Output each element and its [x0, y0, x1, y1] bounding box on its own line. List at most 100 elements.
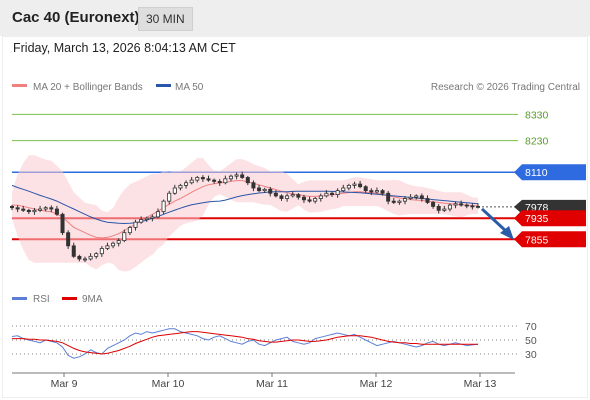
candle	[341, 184, 346, 193]
candle	[414, 194, 419, 200]
candle	[301, 194, 306, 203]
candle	[77, 254, 82, 262]
candle-body	[111, 242, 116, 247]
candle-body	[470, 205, 475, 208]
rsi-tick-50: 50	[525, 335, 537, 347]
candle-body	[279, 195, 284, 199]
candle	[318, 193, 323, 202]
candle-body	[245, 177, 250, 184]
candle	[475, 203, 480, 209]
candle	[54, 205, 59, 216]
candle	[116, 238, 121, 247]
candle	[139, 216, 144, 224]
candle-body	[397, 200, 402, 203]
candle-body	[431, 202, 436, 207]
candle	[88, 253, 93, 261]
candle	[431, 200, 436, 209]
candle-body	[200, 177, 205, 180]
candle-body	[133, 221, 138, 228]
candle-body	[127, 227, 132, 234]
candle	[425, 195, 430, 205]
x-tick-label: Mar 13	[464, 378, 497, 390]
candle	[161, 199, 166, 215]
candle-body	[195, 177, 200, 181]
candle	[419, 193, 424, 202]
candle-body	[374, 190, 379, 193]
candle-body	[94, 253, 99, 257]
candle-body	[54, 208, 59, 215]
candle-body	[290, 194, 295, 197]
candle-body	[419, 195, 424, 199]
candle-body	[240, 174, 245, 178]
candle-body	[442, 208, 447, 211]
candle	[369, 188, 374, 196]
candle-body	[335, 190, 340, 195]
candle	[223, 175, 228, 185]
candle-body	[301, 196, 306, 201]
candle-body	[43, 207, 48, 210]
candle	[15, 205, 20, 213]
forecast-arrow-shaft	[480, 207, 509, 234]
candle	[262, 187, 267, 193]
candle-body	[324, 192, 329, 197]
candle-body	[212, 179, 217, 182]
candle	[26, 208, 31, 215]
candle	[403, 196, 408, 205]
candle	[150, 214, 155, 222]
candle	[436, 204, 441, 214]
candle-body	[155, 211, 160, 218]
candle-body	[403, 198, 408, 202]
candle-body	[99, 248, 104, 255]
candle	[380, 189, 385, 196]
timeframe-button[interactable]: 30 MIN	[138, 7, 193, 31]
instrument-title: Cac 40 (Euronext)	[12, 9, 140, 26]
candle	[268, 186, 273, 197]
candle	[442, 205, 447, 212]
support-tag-7855	[514, 231, 586, 248]
candle-body	[459, 203, 464, 206]
legend-ma20-label: MA 20 + Bollinger Bands	[33, 82, 143, 93]
candle-body	[330, 192, 335, 195]
pivot-label-8110: 8110	[525, 167, 548, 179]
candle	[144, 216, 149, 222]
candle	[251, 180, 256, 192]
candle	[358, 180, 363, 189]
candle	[324, 190, 329, 198]
target-label-8330: 8330	[525, 109, 549, 121]
candle	[470, 203, 475, 210]
candle	[82, 256, 87, 263]
candle-body	[358, 183, 363, 188]
rsi-tick-70: 70	[525, 321, 537, 333]
legend-rsi-swatch	[12, 297, 27, 300]
candle	[212, 178, 217, 184]
candle	[313, 196, 318, 204]
candle	[21, 205, 26, 212]
candle	[195, 175, 200, 183]
candle	[49, 205, 54, 213]
candle	[228, 174, 233, 182]
candle-body	[105, 245, 110, 249]
candle	[391, 197, 396, 205]
candle	[330, 191, 335, 197]
candle-body	[369, 190, 374, 193]
candle	[111, 241, 116, 249]
candle-body	[116, 240, 121, 244]
candle	[38, 205, 43, 212]
candle-body	[363, 186, 368, 192]
candle	[99, 246, 104, 257]
candle-body	[167, 192, 172, 202]
candle-body	[38, 208, 43, 211]
candle	[408, 194, 413, 201]
candle-body	[285, 195, 290, 199]
candle-body	[161, 200, 166, 213]
support-label-7855: 7855	[525, 234, 549, 246]
candle	[273, 190, 278, 198]
x-tick-label: Mar 9	[51, 378, 78, 390]
candle-body	[234, 174, 239, 177]
candle	[200, 175, 205, 182]
candle-body	[144, 217, 149, 220]
candle-body	[26, 209, 31, 213]
candle-body	[77, 255, 82, 260]
